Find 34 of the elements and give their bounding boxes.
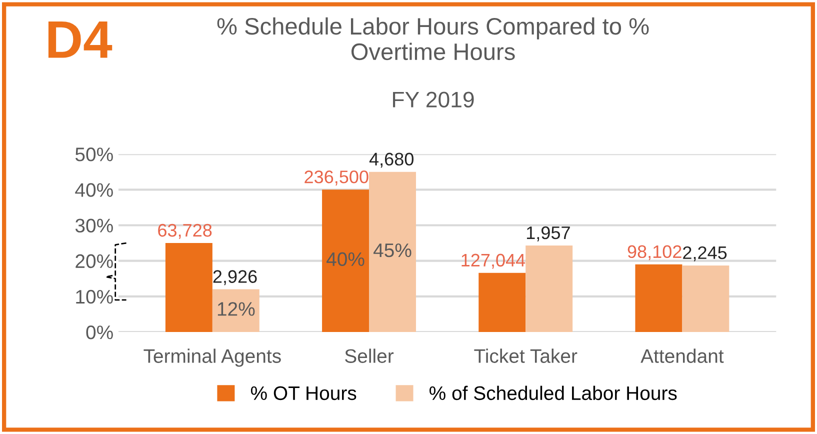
data-label: 40% — [326, 252, 364, 266]
annotation: 2,926 — [213, 270, 257, 286]
x-tick-label: Ticket Taker — [474, 348, 578, 363]
text: D4 — [48, 21, 112, 58]
annotation: 127,044 — [462, 254, 526, 269]
y-tick-label: 50% — [75, 148, 113, 162]
bar — [478, 272, 526, 332]
annotation: 236,500 — [304, 170, 368, 186]
chart-subtitle: FY 2019 — [393, 92, 474, 108]
annotation: 98,102 — [628, 245, 682, 260]
chart-title: % Schedule Labor Hours Compared to % Overtime Hours — [217, 17, 649, 60]
x-tick-label: Attendant — [640, 348, 724, 363]
annotation: 4,680 — [369, 152, 414, 168]
y-tick-label: 40% — [75, 183, 113, 197]
bar — [165, 243, 212, 332]
bar — [322, 190, 370, 332]
y-tick-label: 0% — [86, 325, 113, 340]
bar — [682, 265, 730, 332]
legend-label: % of Scheduled Labor Hours — [430, 386, 677, 400]
annotation: 2,245 — [683, 246, 727, 262]
x-tick-label: Seller — [345, 348, 394, 363]
bar — [369, 172, 416, 332]
x-tick-label: Terminal Agents — [144, 348, 281, 367]
bar — [212, 289, 260, 332]
data-label: 12% — [218, 302, 255, 316]
annotation: 1,957 — [526, 226, 570, 242]
bar — [526, 246, 573, 332]
y-tick-label: 10% — [76, 290, 113, 304]
data-label: 45% — [373, 243, 412, 258]
legend-label: % OT Hours — [250, 386, 356, 400]
annotation: 63,728 — [158, 224, 212, 239]
bar — [635, 264, 682, 332]
y-tick-label: 20% — [76, 254, 113, 268]
y-tick-label: 30% — [75, 218, 113, 232]
